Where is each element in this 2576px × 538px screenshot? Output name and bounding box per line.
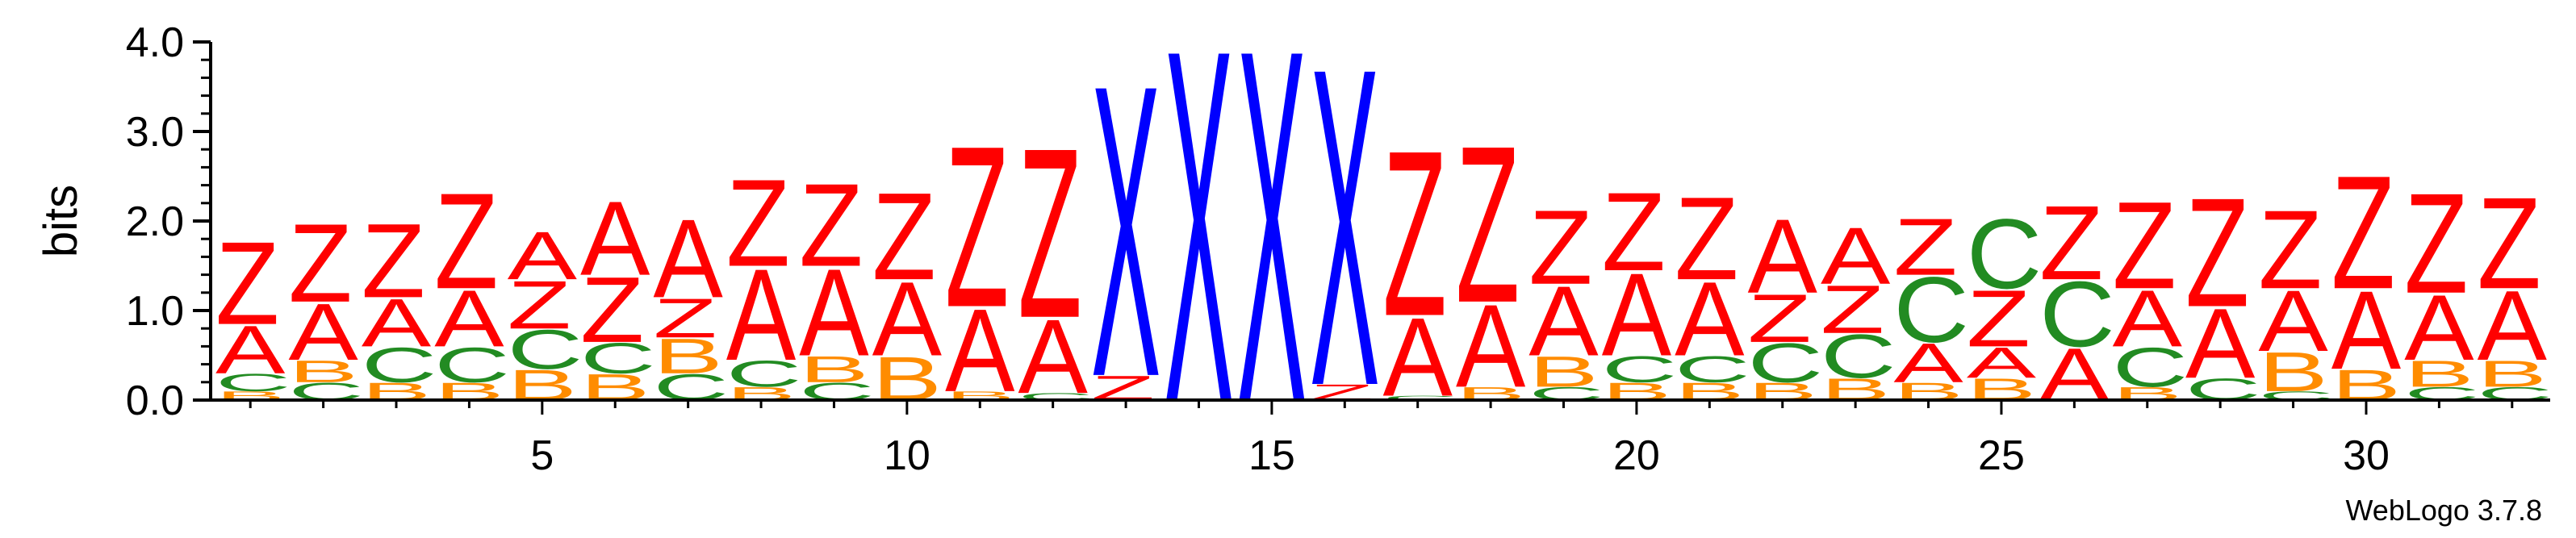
logo-glyph-C: C (1675, 348, 1750, 390)
logo-glyph-Z: Z (1893, 202, 1957, 292)
logo-glyph-A: A (1456, 281, 1525, 412)
logo-glyph-A: A (1748, 197, 1817, 315)
x-tick-label: 10 (884, 432, 930, 479)
logo-glyph-C: C (580, 334, 656, 382)
logo-glyph-C: C (1967, 198, 2043, 309)
logo-glyph-A: A (799, 244, 868, 382)
y-tick-label: 1.0 (126, 288, 184, 335)
x-tick-label: 20 (1613, 432, 1660, 479)
logo-glyph-Z: Z (2039, 183, 2103, 302)
logo-glyph-A: A (580, 179, 650, 298)
logo-glyph-A: A (1018, 297, 1087, 415)
logo-glyph-Z: Z (215, 218, 279, 349)
logo-glyph-A: A (2113, 273, 2183, 364)
logo-glyph-C: C (2113, 336, 2189, 398)
logo-glyph-B: B (2404, 353, 2474, 395)
logo-glyph-Z: Z (2404, 163, 2468, 323)
logo-glyph-Z: Z (2478, 170, 2541, 316)
logo-glyph-B: B (799, 348, 868, 390)
logo-glyph-Z: Z (2185, 165, 2249, 340)
logo-glyph-C: C (1893, 258, 1969, 362)
logo-glyph-A: A (653, 196, 723, 321)
logo-glyph-C: C (362, 337, 437, 393)
logo-glyph-B: B (2478, 353, 2547, 395)
y-tick-label: 2.0 (126, 198, 184, 245)
logo-glyph-B: B (288, 354, 358, 389)
logo-glyph-Z: Z (653, 287, 717, 349)
logo-glyph-B: B (2258, 341, 2327, 403)
logo-glyph-C: C (1602, 348, 1678, 390)
logo-glyph-Z: Z (945, 98, 1009, 355)
logo-glyph-A: A (1675, 260, 1744, 378)
logo-glyph-C: C (1748, 332, 1824, 394)
logo-glyph-C: C (726, 353, 802, 395)
logo-glyph-Z: Z (799, 160, 863, 291)
logo-glyph-A: A (2185, 288, 2256, 398)
logo-glyph-A: A (1528, 265, 1599, 376)
logo-glyph-A: A (2258, 273, 2328, 369)
logo-glyph-C: C (2039, 263, 2115, 367)
logo-glyph-A: A (2331, 268, 2402, 393)
logo-glyph-Z: Z (288, 201, 352, 326)
logo-glyph-A: A (872, 260, 942, 378)
logo-glyph-Z: Z (726, 154, 790, 293)
logo-glyph-C: C (1821, 322, 1896, 391)
y-axis-title: bits (35, 185, 87, 257)
logo-glyph-A: A (2478, 270, 2548, 381)
logo-glyph-X: X (1237, 0, 1307, 507)
logo-glyph-Z: Z (1748, 281, 1812, 357)
logo-glyph-A: A (1893, 332, 1963, 394)
logo-glyph-B: B (1528, 348, 1598, 396)
logo-glyph-A: A (1967, 339, 2036, 387)
logo-glyph-Z: Z (2113, 177, 2177, 315)
logo-glyph-X: X (1310, 0, 1379, 481)
y-tick-label: 4.0 (126, 19, 184, 66)
logo-glyph-Z: Z (1821, 272, 1884, 348)
logo-glyph-B: B (653, 328, 722, 384)
x-tick-label: 30 (2343, 432, 2390, 479)
logo-glyph-A: A (362, 285, 431, 361)
logo-glyph-A: A (508, 218, 577, 294)
glyph-layer: BCAZCBAZBCAZBCAZBCZABCZACBZABCAZCBAZBAZB… (215, 0, 2553, 507)
x-tick-label: 15 (1248, 432, 1295, 479)
logo-glyph-A: A (726, 242, 797, 388)
logo-glyph-C: C (215, 369, 291, 396)
logo-glyph-Z: Z (1456, 99, 1520, 349)
logo-glyph-A: A (1821, 211, 1891, 301)
y-tick-label: 3.0 (126, 109, 184, 156)
logo-glyph-C: C (508, 319, 583, 381)
logo-glyph-C: C (1383, 394, 1459, 402)
logo-glyph-X: X (1091, 0, 1160, 464)
logo-glyph-A: A (288, 286, 358, 377)
logo-glyph-C: C (434, 337, 510, 393)
logo-glyph-Z: Z (1383, 101, 1447, 365)
logo-glyph-Z: Z (1675, 173, 1738, 305)
y-tick-label: 0.0 (126, 377, 184, 424)
x-tick-label: 5 (530, 432, 554, 479)
logo-glyph-Z: Z (872, 168, 936, 307)
logo-glyph-Z: Z (362, 202, 425, 320)
logo-glyph-Z: Z (434, 164, 498, 317)
logo-glyph-Z: Z (580, 258, 644, 362)
logo-glyph-Z: Z (1967, 273, 2030, 364)
logo-glyph-A: A (215, 312, 285, 388)
axis-layer: bits WebLogo 3.7.8 0.0 1.0 2.0 3.0 4.0 5 10 15 2… (35, 19, 2550, 527)
logo-glyph-A: A (945, 286, 1014, 417)
logo-glyph-A: A (434, 273, 504, 364)
logo-glyph-A: A (2404, 276, 2474, 380)
x-tick-label: 25 (1978, 432, 2025, 479)
logo-glyph-A: A (1602, 249, 1671, 381)
logo-glyph-Z: Z (508, 267, 571, 343)
logo-glyph-Z: Z (1602, 169, 1666, 294)
credit-label: WebLogo 3.7.8 (2345, 494, 2542, 527)
logo-glyph-X: X (1164, 0, 1233, 507)
logo-glyph-Z: Z (1018, 98, 1081, 369)
logo-glyph-Z: Z (2331, 142, 2395, 323)
logo-glyph-Z: Z (2258, 187, 2322, 312)
logo-glyph-Z: Z (1528, 188, 1592, 307)
